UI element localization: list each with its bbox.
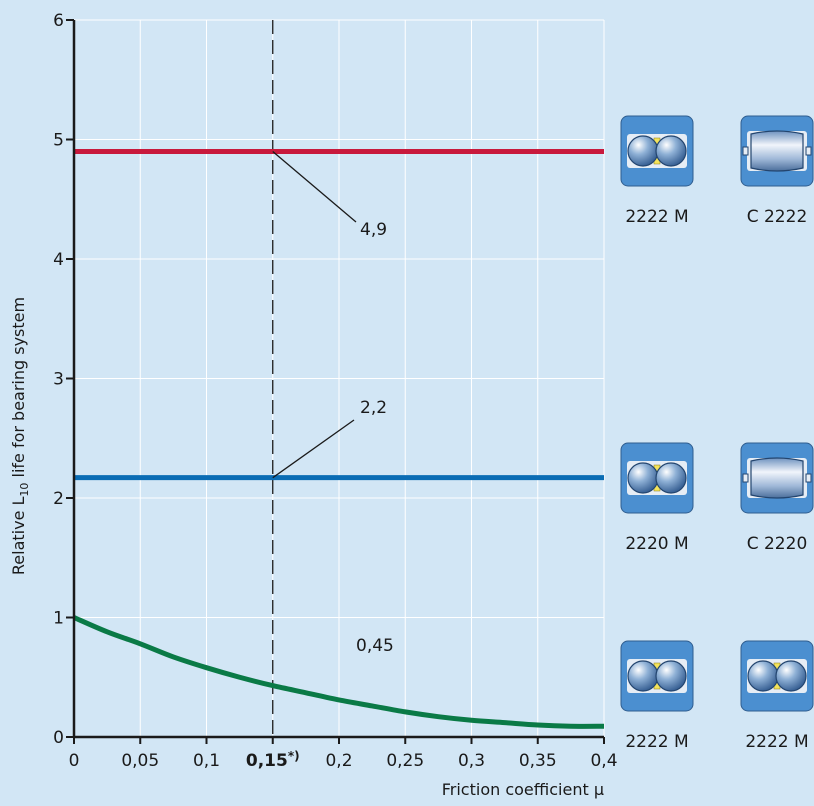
x-axis-label: Friction coefficient μ: [442, 780, 604, 799]
bearing-label-right: C 2220: [747, 534, 808, 554]
x-tick-label: 0,1: [193, 751, 220, 771]
y-tick-label: 4: [53, 250, 64, 270]
x-tick-labels: 0 0,05 0,1 0,15*) 0,2 0,25 0,3 0,35 0,4: [69, 749, 618, 771]
y-tick-label: 3: [53, 370, 64, 390]
ball-bearing-icon: [620, 115, 694, 187]
toroidal-bearing-icon: [740, 115, 814, 187]
grid-lines: [74, 19, 605, 737]
toroidal-bearing-icon: [740, 442, 814, 514]
y-axis-label-sub: 10: [18, 483, 31, 497]
bearing-label-left: 2222 M: [625, 732, 688, 752]
bearing-row-1: 2222 M C 2222: [620, 115, 814, 227]
series-lines: [73, 148, 605, 729]
ball-bearing-icon: [740, 640, 814, 712]
y-tick-label: 0: [53, 728, 64, 748]
y-tick-label: 2: [53, 489, 64, 509]
x-tick-label: 0,2: [325, 751, 352, 771]
annotations: 4,9 2,2 0,45: [272, 150, 394, 656]
ball-bearing-icon: [620, 640, 694, 712]
x-tick-label: 0,25: [386, 751, 424, 771]
y-axis-label-rest: life for bearing system: [9, 297, 28, 483]
x-tick-label: 0,35: [519, 751, 557, 771]
annotation-leader-2-2: [272, 419, 355, 479]
x-tick-label-footnote: *): [288, 749, 300, 763]
bearing-label-left: 2222 M: [625, 207, 688, 227]
annotation-leader-4-9: [272, 150, 357, 223]
y-tick-label: 5: [53, 131, 64, 151]
x-tick-label: 0,3: [458, 751, 485, 771]
x-tick-label: 0: [69, 751, 80, 771]
x-tick-label: 0,4: [590, 751, 617, 771]
annotation-4-9: 4,9: [360, 220, 387, 240]
x-tick-label: 0,05: [121, 751, 159, 771]
x-tick-label-highlight: 0,15: [246, 751, 288, 771]
y-tick-label: 6: [53, 11, 64, 31]
axes: [66, 19, 605, 744]
y-tick-label: 1: [53, 609, 64, 629]
y-axis-label: Relative L10 life for bearing system: [9, 297, 31, 575]
bearing-row-2: 2220 M C 2220: [620, 442, 814, 554]
annotation-0-45: 0,45: [356, 636, 394, 656]
y-tick-labels: 0 1 2 3 4 5 6: [53, 11, 64, 748]
bearing-illustrations: 2222 M C 2222 2220 M C 2220 2222 M 2222 M: [620, 115, 814, 752]
annotation-2-2: 2,2: [360, 398, 387, 418]
bearing-row-3: 2222 M 2222 M: [620, 640, 814, 752]
bearing-label-left: 2220 M: [625, 534, 688, 554]
bearing-label-right: 2222 M: [745, 732, 808, 752]
ball-bearing-icon: [620, 442, 694, 514]
x-tick-label: 0,15*): [246, 749, 300, 771]
bearing-label-right: C 2222: [747, 207, 808, 227]
y-axis-label-main: Relative L: [9, 497, 28, 576]
series-line-3: [73, 615, 605, 729]
